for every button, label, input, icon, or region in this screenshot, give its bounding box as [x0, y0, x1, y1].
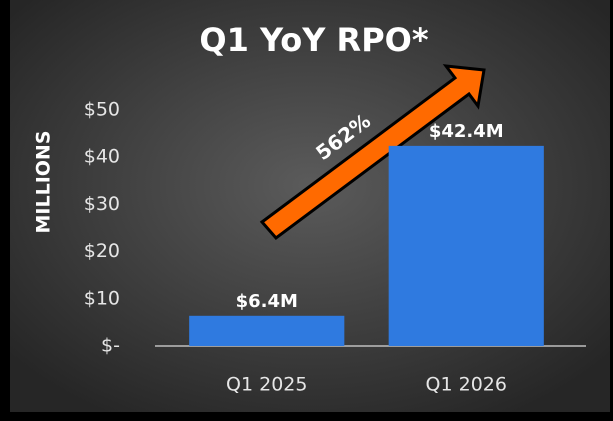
y-tick-label: $50	[84, 99, 120, 121]
y-tick-label: $10	[84, 287, 120, 309]
y-axis-label: MILLIONS	[33, 131, 55, 234]
y-tick-label: $40	[84, 146, 120, 168]
data-label: $6.4M	[236, 291, 298, 312]
y-tick-label: $-	[101, 335, 120, 357]
y-tick-label: $30	[84, 193, 120, 215]
x-tick-label: Q1 2025	[226, 374, 307, 396]
bar	[388, 145, 544, 346]
x-tick-label: Q1 2026	[426, 374, 507, 396]
growth-arrow	[259, 64, 486, 241]
y-tick-label: $20	[84, 240, 120, 262]
bar	[189, 315, 345, 346]
data-label: $42.4M	[429, 121, 504, 142]
chart-title: Q1 YoY RPO*	[199, 21, 428, 59]
